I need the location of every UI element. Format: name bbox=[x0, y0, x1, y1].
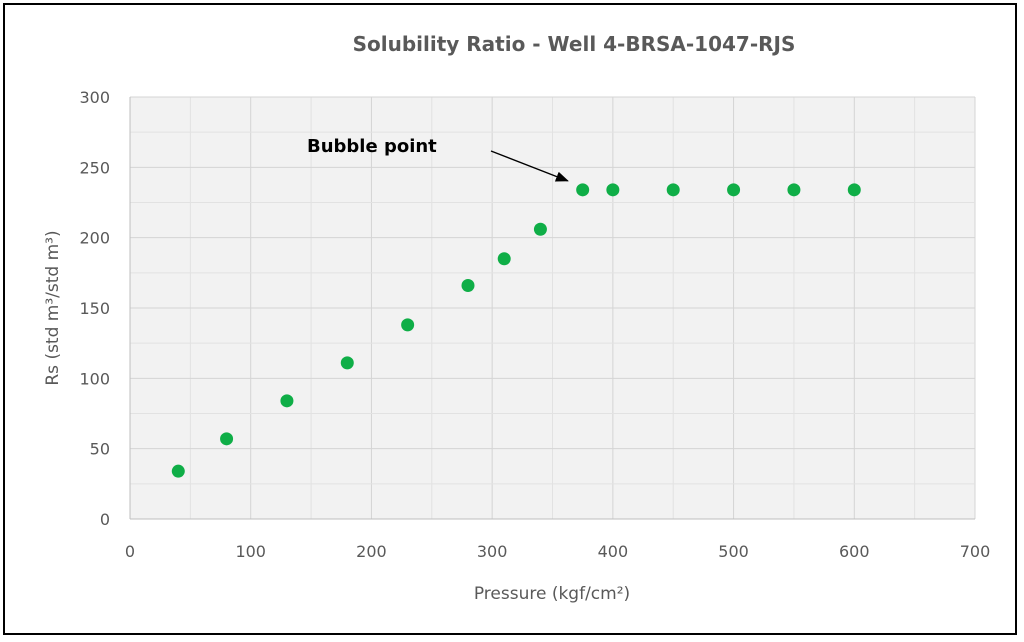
x-tick-label: 400 bbox=[598, 542, 629, 561]
annotations: Bubble point bbox=[307, 136, 569, 182]
x-tick-label: 0 bbox=[125, 542, 135, 561]
data-point bbox=[533, 222, 547, 236]
x-tick-label: 500 bbox=[718, 542, 749, 561]
data-point bbox=[847, 183, 861, 197]
y-tick-label: 50 bbox=[90, 440, 110, 459]
data-point bbox=[576, 183, 590, 197]
y-tick-label: 0 bbox=[100, 510, 110, 529]
x-tick-label: 600 bbox=[839, 542, 870, 561]
data-point bbox=[606, 183, 620, 197]
data-point bbox=[280, 394, 294, 408]
data-point bbox=[666, 183, 680, 197]
y-tick-label: 150 bbox=[79, 299, 110, 318]
x-tick-label: 300 bbox=[477, 542, 508, 561]
chart-title: Solubility Ratio - Well 4-BRSA-1047-RJS bbox=[353, 32, 796, 56]
y-tick-label: 300 bbox=[79, 88, 110, 107]
data-point bbox=[340, 356, 354, 370]
data-point bbox=[497, 252, 511, 266]
y-tick-label: 250 bbox=[79, 158, 110, 177]
x-tick-label: 100 bbox=[235, 542, 266, 561]
data-point bbox=[401, 318, 415, 332]
data-point bbox=[787, 183, 801, 197]
data-point bbox=[727, 183, 741, 197]
data-point bbox=[171, 464, 185, 478]
data-points bbox=[171, 183, 861, 478]
data-point bbox=[461, 278, 475, 292]
x-tick-label: 700 bbox=[960, 542, 991, 561]
y-axis-label: Rs (std m³/std m³) bbox=[43, 230, 63, 385]
bubble-point-annotation: Bubble point bbox=[307, 136, 437, 157]
y-tick-label: 100 bbox=[79, 369, 110, 388]
x-tick-label: 200 bbox=[356, 542, 387, 561]
data-point bbox=[220, 432, 234, 446]
annotation-arrow bbox=[490, 150, 569, 182]
x-tick-labels: 0 100 200 300 400 500 600 700 bbox=[125, 542, 990, 561]
axes bbox=[129, 97, 975, 520]
y-tick-labels: 0 50 100 150 200 250 300 bbox=[79, 88, 110, 529]
y-tick-label: 200 bbox=[79, 229, 110, 248]
x-axis-label: Pressure (kgf/cm²) bbox=[474, 584, 630, 604]
